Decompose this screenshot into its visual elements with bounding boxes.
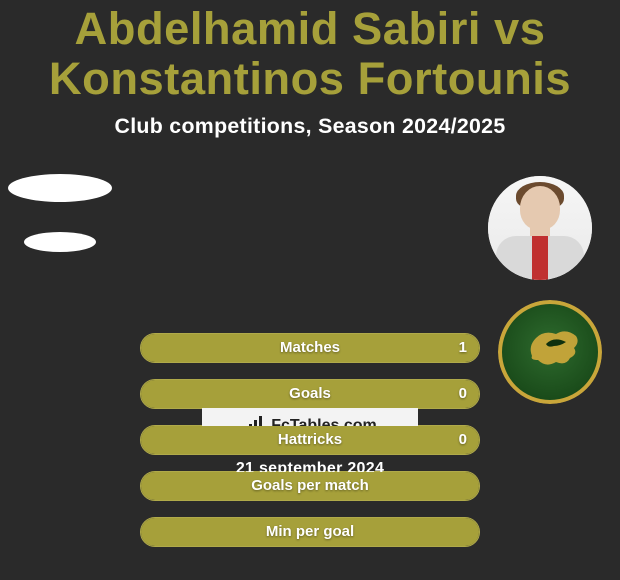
stat-pill: Goals 0 (140, 379, 480, 409)
stat-pill: Matches 1 (140, 333, 480, 363)
subtitle-text: Club competitions, Season 2024/2025 (115, 114, 506, 138)
player-silhouette (488, 176, 592, 280)
right-player-avatar (488, 176, 592, 280)
left-player-placeholder (8, 174, 112, 202)
title-text: Abdelhamid Sabiri vs Konstantinos Fortou… (49, 3, 571, 104)
stat-label: Goals (289, 385, 331, 402)
page-title: Abdelhamid Sabiri vs Konstantinos Fortou… (0, 0, 620, 114)
stat-value-right: 0 (459, 431, 467, 448)
stat-label: Matches (280, 339, 340, 356)
stat-label: Hattricks (278, 431, 342, 448)
stat-value-right: 1 (459, 339, 467, 356)
stat-label: Goals per match (251, 477, 369, 494)
stat-row: Min per goal (0, 517, 620, 563)
stat-pill: Goals per match (140, 471, 480, 501)
stat-row: Matches 1 (0, 333, 620, 379)
comparison-infographic: Abdelhamid Sabiri vs Konstantinos Fortou… (0, 0, 620, 580)
stat-value-right: 0 (459, 385, 467, 402)
subtitle: Club competitions, Season 2024/2025 (0, 114, 620, 159)
left-club-placeholder (24, 232, 96, 252)
stat-label: Min per goal (266, 523, 354, 540)
stat-pill: Min per goal (140, 517, 480, 547)
stat-pill: Hattricks 0 (140, 425, 480, 455)
